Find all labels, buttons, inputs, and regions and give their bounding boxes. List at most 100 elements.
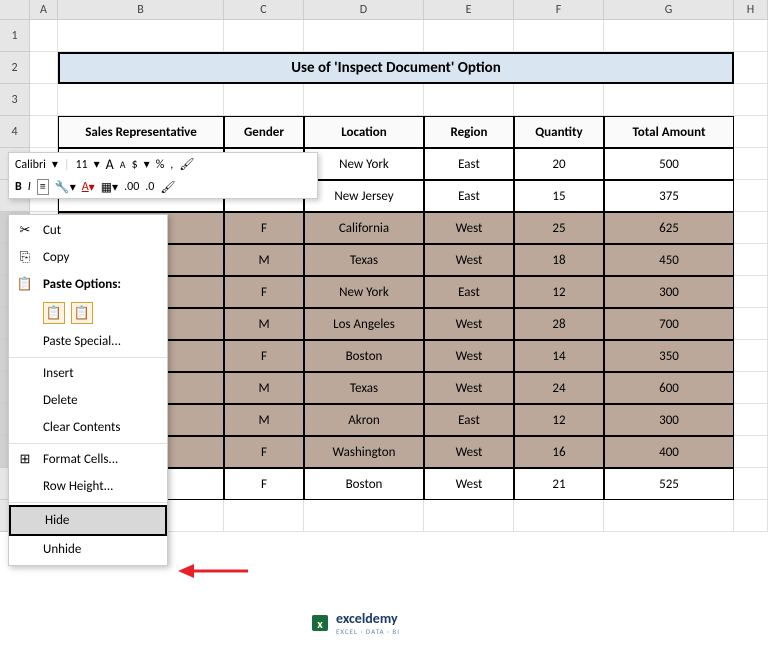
border-icon[interactable]: ▦▾ xyxy=(101,180,118,195)
comma-icon[interactable]: , xyxy=(170,158,173,172)
cell-location[interactable]: New York xyxy=(304,148,424,180)
cell[interactable] xyxy=(734,500,768,532)
cell[interactable] xyxy=(734,468,768,500)
ctx-hide[interactable]: Hide xyxy=(9,505,167,536)
cell-qty[interactable]: 28 xyxy=(514,308,604,340)
cell[interactable] xyxy=(424,500,514,532)
cell-total[interactable]: 300 xyxy=(604,404,734,436)
cell-region[interactable]: West xyxy=(424,212,514,244)
cell-total[interactable]: 500 xyxy=(604,148,734,180)
cell-location[interactable]: Boston xyxy=(304,468,424,500)
cell-location[interactable]: New Jersey xyxy=(304,180,424,212)
font-color-icon[interactable]: A▾ xyxy=(82,180,95,195)
cell-qty[interactable]: 15 xyxy=(514,180,604,212)
cell[interactable] xyxy=(604,500,734,532)
cell-region[interactable]: East xyxy=(424,276,514,308)
format-painter-icon[interactable]: 🖌 xyxy=(160,180,175,195)
cell-qty[interactable]: 25 xyxy=(514,212,604,244)
ctx-clear[interactable]: Clear Contents xyxy=(9,414,167,444)
cell[interactable] xyxy=(734,404,768,436)
decrease-font-icon[interactable]: A xyxy=(120,158,126,171)
cell-total[interactable]: 525 xyxy=(604,468,734,500)
cell[interactable] xyxy=(424,20,514,52)
cell[interactable] xyxy=(424,84,514,116)
cell-region[interactable]: East xyxy=(424,180,514,212)
cell[interactable] xyxy=(734,308,768,340)
cell[interactable] xyxy=(734,244,768,276)
cell[interactable] xyxy=(734,52,768,84)
col-header-g[interactable]: G xyxy=(604,0,734,19)
cell[interactable] xyxy=(58,84,224,116)
cell[interactable] xyxy=(224,20,304,52)
ctx-unhide[interactable]: Unhide xyxy=(9,536,167,563)
row-header[interactable]: 1 xyxy=(0,20,30,52)
cell-total[interactable]: 625 xyxy=(604,212,734,244)
header-region[interactable]: Region xyxy=(424,116,514,148)
cell-region[interactable]: West xyxy=(424,340,514,372)
cell-qty[interactable]: 18 xyxy=(514,244,604,276)
cell-gender[interactable]: M xyxy=(224,244,304,276)
cell-total[interactable]: 600 xyxy=(604,372,734,404)
increase-decimal-icon[interactable]: .00 xyxy=(124,180,139,194)
cell[interactable] xyxy=(734,116,768,148)
col-header-e[interactable]: E xyxy=(424,0,514,19)
cell[interactable] xyxy=(30,52,58,84)
cell[interactable] xyxy=(734,180,768,212)
col-header-d[interactable]: D xyxy=(304,0,424,19)
cell-gender[interactable]: F xyxy=(224,436,304,468)
cell-total[interactable]: 400 xyxy=(604,436,734,468)
cell-location[interactable]: Akron xyxy=(304,404,424,436)
cell-gender[interactable]: F xyxy=(224,468,304,500)
ctx-insert[interactable]: Insert xyxy=(9,360,167,387)
cell-region[interactable]: West xyxy=(424,468,514,500)
cell[interactable] xyxy=(30,84,58,116)
cell[interactable] xyxy=(30,116,58,148)
header-total[interactable]: Total Amount xyxy=(604,116,734,148)
cell-region[interactable]: West xyxy=(424,372,514,404)
cell[interactable] xyxy=(304,84,424,116)
cell-region[interactable]: West xyxy=(424,308,514,340)
cell-region[interactable]: West xyxy=(424,436,514,468)
chevron-down-icon[interactable]: ▾ xyxy=(94,157,100,172)
cell-gender[interactable]: M xyxy=(224,404,304,436)
cell[interactable] xyxy=(604,20,734,52)
header-qty[interactable]: Quantity xyxy=(514,116,604,148)
paste-values-icon[interactable]: 📋 xyxy=(71,302,93,324)
cell-region[interactable]: West xyxy=(424,244,514,276)
cell[interactable] xyxy=(514,20,604,52)
header-rep[interactable]: Sales Representative xyxy=(58,116,224,148)
cell-gender[interactable]: F xyxy=(224,276,304,308)
cell[interactable] xyxy=(734,436,768,468)
ctx-cut[interactable]: ✂Cut xyxy=(9,217,167,244)
cell[interactable] xyxy=(304,20,424,52)
cell-location[interactable]: Boston xyxy=(304,340,424,372)
font-selector[interactable]: Calibri xyxy=(15,158,46,172)
align-button[interactable]: ≡ xyxy=(37,179,49,195)
ctx-paste-special[interactable]: Paste Special... xyxy=(9,328,167,358)
cell-region[interactable]: East xyxy=(424,148,514,180)
cell[interactable] xyxy=(224,500,304,532)
cell-qty[interactable]: 14 xyxy=(514,340,604,372)
cell[interactable] xyxy=(734,20,768,52)
cell-qty[interactable]: 12 xyxy=(514,404,604,436)
cell-gender[interactable]: M xyxy=(224,308,304,340)
cell[interactable] xyxy=(734,340,768,372)
cell[interactable] xyxy=(304,500,424,532)
cell[interactable] xyxy=(604,84,734,116)
cell-location[interactable]: California xyxy=(304,212,424,244)
cell-gender[interactable]: F xyxy=(224,340,304,372)
cell-gender[interactable]: M xyxy=(224,372,304,404)
paste-icon[interactable]: 📋 xyxy=(43,302,65,324)
cell-qty[interactable]: 24 xyxy=(514,372,604,404)
currency-icon[interactable]: $ xyxy=(132,158,138,172)
ctx-format-cells[interactable]: ⊞Format Cells... xyxy=(9,446,167,473)
cell-qty[interactable]: 12 xyxy=(514,276,604,308)
cell-location[interactable]: New York xyxy=(304,276,424,308)
select-all-corner[interactable] xyxy=(0,0,30,19)
bold-button[interactable]: B xyxy=(15,180,22,194)
cell-total[interactable]: 450 xyxy=(604,244,734,276)
col-header-a[interactable]: A xyxy=(30,0,58,19)
cell-qty[interactable]: 16 xyxy=(514,436,604,468)
cell-total[interactable]: 350 xyxy=(604,340,734,372)
cell[interactable] xyxy=(30,20,58,52)
